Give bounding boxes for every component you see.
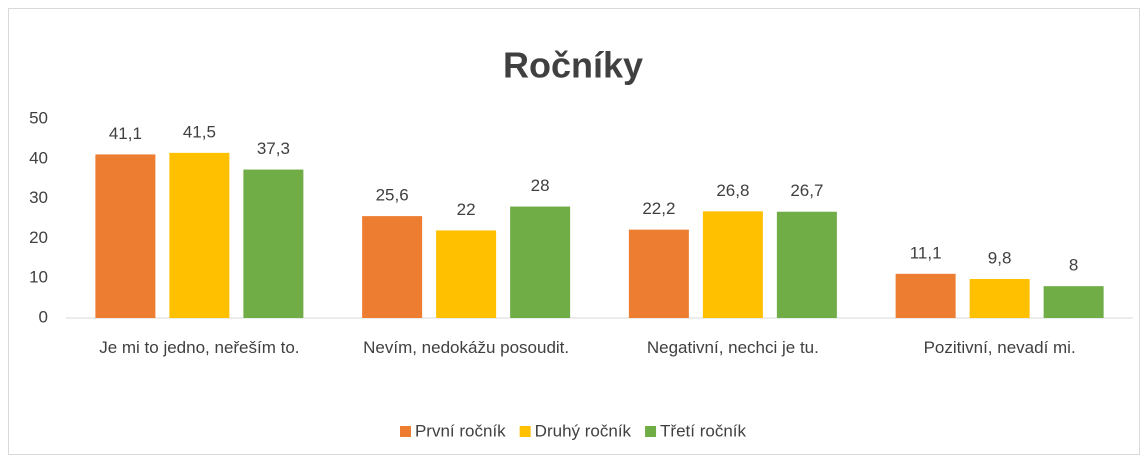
bar (169, 152, 230, 318)
bar (243, 169, 304, 318)
bar (895, 273, 956, 318)
data-label: 8 (1069, 256, 1078, 275)
legend-swatch (399, 426, 411, 437)
y-tick-label: 50 (29, 108, 48, 127)
y-tick-label: 10 (29, 268, 48, 287)
data-label: 11,1 (910, 243, 942, 262)
bar (510, 206, 571, 318)
y-tick-label: 0 (39, 307, 48, 326)
x-tick-label: Je mi to jedno, neřeším to. (99, 338, 300, 357)
legend-swatch (519, 426, 531, 437)
bar (362, 216, 423, 318)
y-tick-label: 40 (29, 148, 48, 167)
data-label: 26,7 (790, 181, 823, 200)
x-tick-label: Negativní, nechci je tu. (646, 338, 819, 357)
data-label: 26,8 (716, 181, 749, 200)
x-tick-label: Pozitivní, nevadí mi. (923, 338, 1076, 357)
bar (95, 154, 156, 318)
data-label: 41,1 (109, 124, 142, 143)
bar (702, 211, 763, 318)
chart-title: Ročníky (503, 45, 643, 86)
legend-label: Třetí ročník (660, 421, 746, 440)
y-tick-label: 30 (29, 188, 48, 207)
data-label: 37,3 (257, 139, 290, 158)
y-tick-label: 20 (29, 228, 48, 247)
x-tick-label: Nevím, nedokážu posoudit. (363, 338, 570, 357)
legend-label: První ročník (415, 421, 506, 440)
data-label: 22 (457, 200, 476, 219)
data-label: 22,2 (642, 199, 675, 218)
data-label: 28 (531, 176, 550, 195)
bar (436, 230, 497, 318)
data-label: 25,6 (376, 186, 409, 205)
data-label: 9,8 (988, 248, 1012, 267)
legend-swatch (645, 426, 657, 437)
bar (628, 229, 689, 318)
bar (776, 211, 837, 318)
bar (1043, 286, 1104, 318)
data-label: 41,5 (183, 122, 216, 141)
bar (969, 278, 1030, 318)
legend-label: Druhý ročník (535, 421, 632, 440)
